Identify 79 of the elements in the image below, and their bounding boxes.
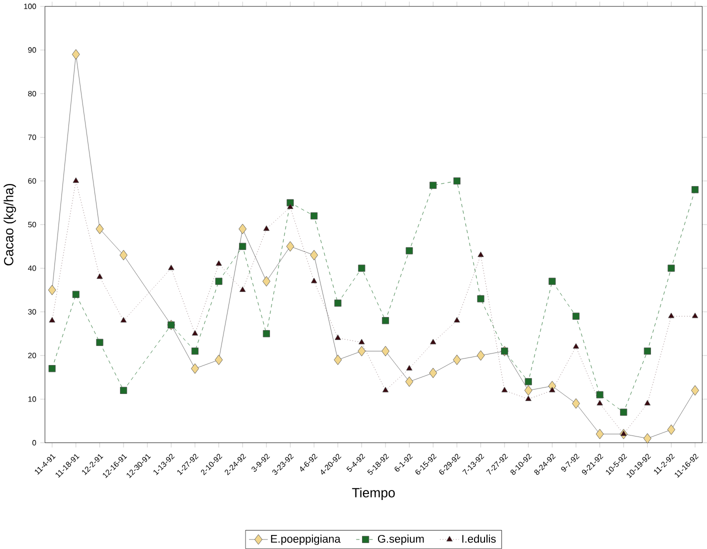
point <box>238 224 247 234</box>
point <box>120 317 127 322</box>
point <box>310 212 318 220</box>
point <box>215 278 222 285</box>
point <box>358 346 366 356</box>
point <box>72 290 80 298</box>
point <box>240 286 246 292</box>
point <box>430 182 437 189</box>
point <box>572 343 580 349</box>
point <box>478 252 484 258</box>
point <box>668 312 674 318</box>
x-axis-title: Tiempo <box>352 488 395 500</box>
point <box>96 273 103 279</box>
point <box>406 365 412 370</box>
point <box>334 354 342 366</box>
point <box>334 300 342 307</box>
point <box>192 330 198 336</box>
point <box>430 338 436 344</box>
point <box>620 408 628 416</box>
point <box>453 177 460 185</box>
point <box>691 385 699 396</box>
point <box>310 250 318 260</box>
legend-label: G.sepium <box>378 534 424 545</box>
point <box>692 312 698 318</box>
point <box>548 278 556 285</box>
point <box>524 385 532 396</box>
point <box>596 391 604 398</box>
point <box>405 376 414 387</box>
point <box>644 400 651 406</box>
point <box>120 386 128 394</box>
point <box>596 428 604 440</box>
point <box>239 242 246 250</box>
point <box>382 386 389 392</box>
point <box>286 241 294 252</box>
legend-label: I.edulis <box>462 534 496 543</box>
point <box>72 49 80 60</box>
point <box>406 247 413 254</box>
point <box>596 400 603 406</box>
point <box>429 368 438 378</box>
point <box>49 317 56 322</box>
point <box>72 177 79 183</box>
point <box>454 317 460 322</box>
point <box>287 204 294 210</box>
point <box>262 276 270 287</box>
point <box>549 386 556 392</box>
point <box>214 354 223 366</box>
point <box>168 264 174 270</box>
point <box>96 338 104 346</box>
point <box>525 396 532 402</box>
point <box>476 350 485 361</box>
point <box>692 186 699 194</box>
legend-label: E.poeppigiana <box>271 534 341 545</box>
point <box>644 348 651 355</box>
point <box>452 354 461 366</box>
point <box>191 363 199 374</box>
point <box>382 317 390 324</box>
point <box>96 224 104 234</box>
point <box>191 348 198 355</box>
point <box>572 312 580 320</box>
point <box>48 284 56 296</box>
point <box>620 430 627 436</box>
point <box>524 378 532 386</box>
point <box>477 295 484 302</box>
point <box>668 264 675 272</box>
point <box>501 386 508 392</box>
point <box>644 433 652 444</box>
point <box>382 346 390 356</box>
point <box>572 398 580 409</box>
point <box>667 424 676 435</box>
point <box>310 278 318 284</box>
point <box>120 250 128 260</box>
point <box>262 330 270 338</box>
point <box>358 338 365 344</box>
point <box>216 260 222 266</box>
point <box>334 334 341 340</box>
point <box>48 365 56 372</box>
y-axis-title: Cacao (kg/ha) <box>4 184 16 266</box>
point <box>358 264 366 272</box>
point <box>263 225 270 231</box>
